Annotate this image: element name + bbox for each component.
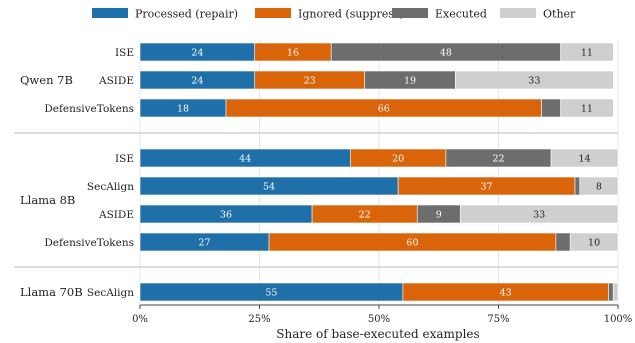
bar-segment <box>574 176 581 196</box>
method-label: SecAlign <box>87 181 134 193</box>
data-label: 27 <box>198 238 210 249</box>
bar-row: 54 37 8 <box>139 176 619 196</box>
data-label: 23 <box>304 76 316 87</box>
legend-label-1: Ignored (suppress) <box>298 8 404 21</box>
group-separators <box>14 132 618 268</box>
bar-segment <box>569 232 619 252</box>
data-label: 14 <box>578 154 590 165</box>
legend-label-2: Executed <box>435 8 487 21</box>
bar-row: 18 66 11 <box>139 98 614 118</box>
data-label: 19 <box>404 76 416 87</box>
legend-swatch-0 <box>92 8 128 18</box>
bar-segment <box>560 42 614 62</box>
group-label: Llama 8B <box>20 193 75 207</box>
data-label: 48 <box>440 48 452 59</box>
data-label: 11 <box>581 48 593 59</box>
method-label: ASIDE <box>98 75 134 87</box>
bar-segment <box>560 98 614 118</box>
method-label: DefensiveTokens <box>44 237 134 249</box>
x-tick-label: 75% <box>487 314 509 325</box>
bar-row: 55 43 <box>139 282 619 302</box>
group-label: Llama 70B <box>20 285 83 299</box>
legend-swatch-1 <box>255 8 291 18</box>
method-label: SecAlign <box>87 287 134 299</box>
data-label: 54 <box>263 182 275 193</box>
bar-segment <box>459 204 619 224</box>
data-label: 16 <box>287 48 299 59</box>
data-label: 8 <box>596 182 602 193</box>
data-label: 9 <box>436 210 442 221</box>
bar-segment <box>612 282 619 302</box>
legend-label-3: Other <box>543 8 576 21</box>
method-label: ISE <box>115 153 134 165</box>
legend-label-0: Processed (repair) <box>135 8 238 21</box>
bar-segment <box>541 98 561 118</box>
data-label: 43 <box>500 288 512 299</box>
group-label: Qwen 7B <box>20 73 73 87</box>
method-label: ISE <box>115 47 134 59</box>
data-label: 37 <box>481 182 493 193</box>
x-tick-label: 100% <box>604 314 633 325</box>
bar-row: 24 16 48 11 <box>139 42 614 62</box>
bar-row: 44 20 22 14 <box>139 148 619 168</box>
bar-row: 27 60 10 <box>139 232 619 252</box>
x-tick-label: 0% <box>132 314 148 325</box>
data-label: 60 <box>406 238 418 249</box>
method-label: DefensiveTokens <box>44 103 134 115</box>
x-axis-label: Share of base-executed examples <box>276 327 479 341</box>
data-label: 24 <box>191 76 203 87</box>
data-label: 11 <box>581 104 593 115</box>
data-label: 22 <box>359 210 371 221</box>
bar-segment <box>550 148 619 168</box>
method-label: ASIDE <box>98 209 134 221</box>
data-label: 18 <box>177 104 189 115</box>
x-tick-label: 25% <box>248 314 270 325</box>
x-axis: 0% 25% 50% 75% 100% <box>132 304 633 325</box>
bars: 24 16 48 11 24 23 19 33 18 66 11 44 20 22 14 54 37 8 36 22 9… <box>139 42 619 302</box>
bar-row: 24 23 19 33 <box>139 70 614 90</box>
legend-swatch-2 <box>392 8 428 18</box>
data-label: 33 <box>528 76 540 87</box>
data-label: 24 <box>191 48 203 59</box>
bar-segment <box>608 282 614 302</box>
data-label: 36 <box>220 210 232 221</box>
legend: Processed (repair) Ignored (suppress) Exec… <box>92 8 576 21</box>
data-label: 20 <box>392 154 404 165</box>
data-label: 33 <box>533 210 545 221</box>
bar-segment <box>579 176 619 196</box>
data-label: 44 <box>239 154 251 165</box>
data-label: 66 <box>378 104 390 115</box>
x-tick-label: 50% <box>368 314 390 325</box>
bar-segment <box>555 232 571 252</box>
bar-row: 36 22 9 33 <box>139 204 619 224</box>
data-label: 22 <box>492 154 504 165</box>
data-label: 55 <box>265 288 277 299</box>
row-labels: ISE ASIDE DefensiveTokens Qwen 7B ISE SecAlig… <box>20 47 134 299</box>
legend-swatch-3 <box>500 8 536 18</box>
bar-segment <box>455 70 614 90</box>
data-label: 10 <box>588 238 600 249</box>
